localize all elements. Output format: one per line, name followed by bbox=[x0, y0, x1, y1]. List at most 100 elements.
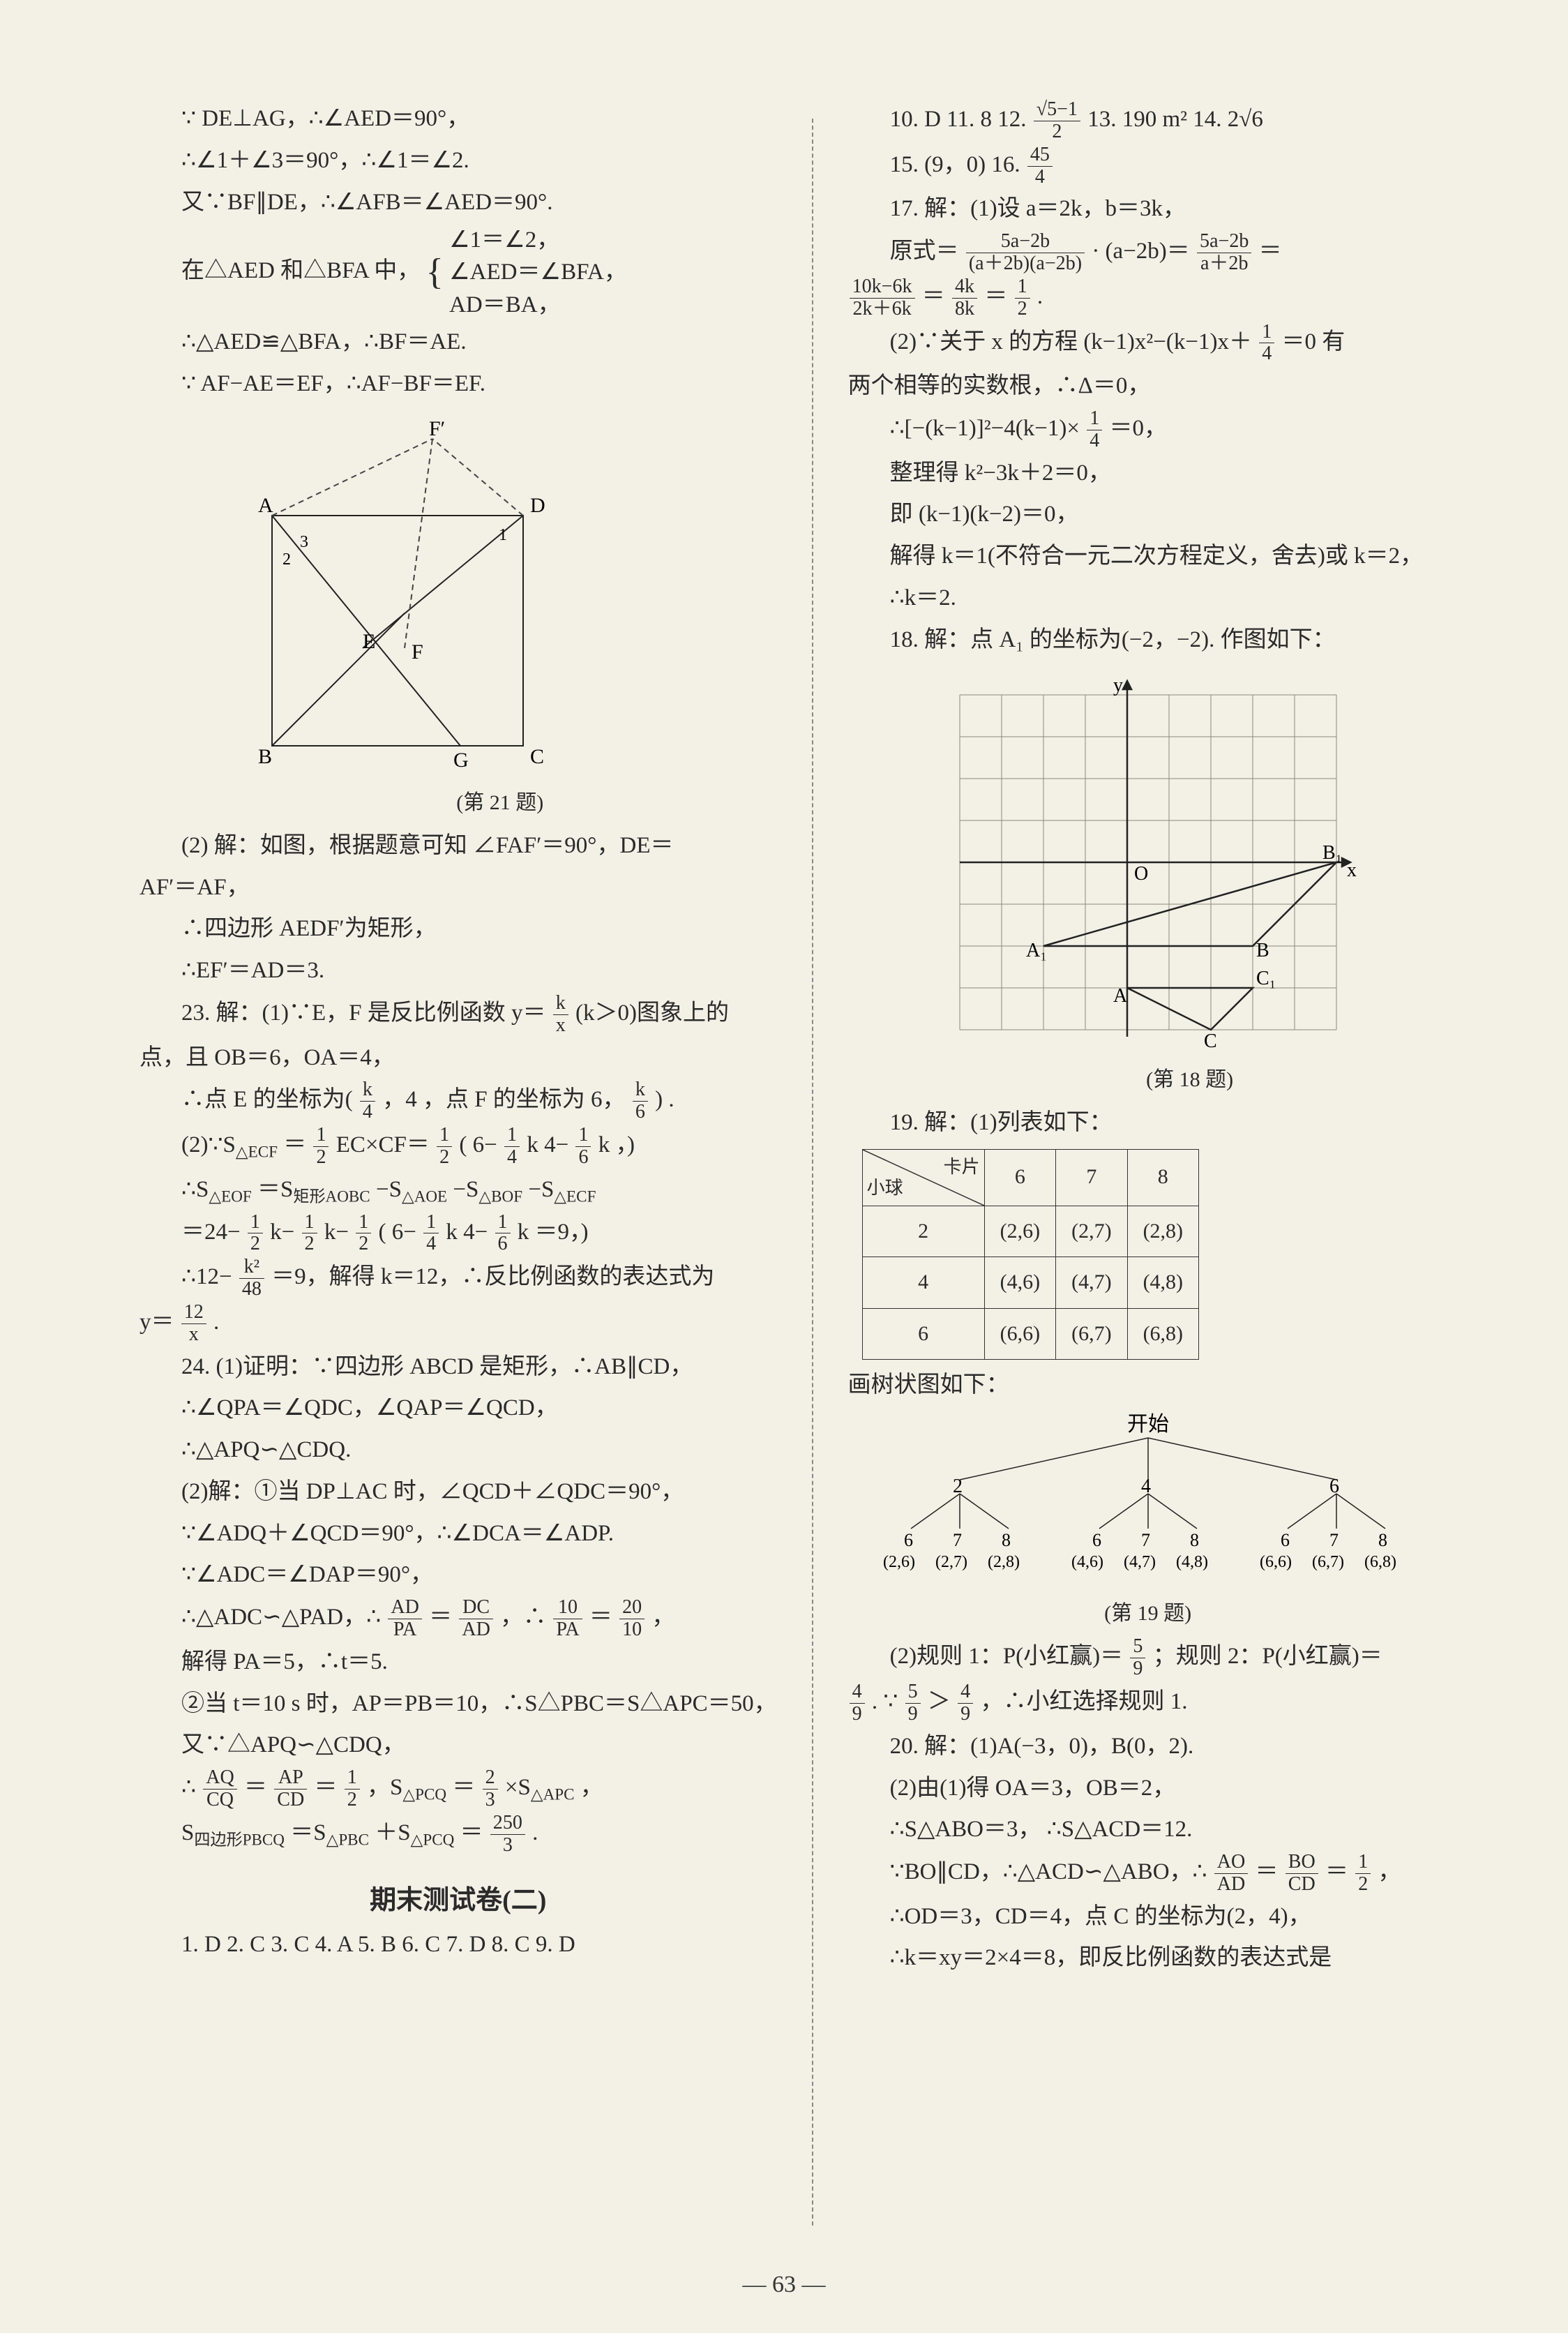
text-line: ∴k＝xy＝2×4＝8，即反比例函数的表达式是 bbox=[848, 1938, 1448, 1979]
text-line: (2)解：①当 DP⊥AC 时，∠QCD＋∠QDC＝90°， bbox=[140, 1472, 777, 1513]
text-line: y＝ 12x . bbox=[140, 1302, 777, 1346]
text-line: ∴∠QPA＝∠QDC，∠QAP＝∠QCD， bbox=[140, 1388, 777, 1429]
svg-text:B₁: B₁ bbox=[1322, 842, 1342, 864]
svg-text:6: 6 bbox=[1092, 1530, 1101, 1550]
svg-text:C: C bbox=[1204, 1030, 1217, 1052]
text-line: 画树状图如下： bbox=[848, 1365, 1448, 1406]
text-line: 17. 解：(1)设 a＝2k，b＝3k， bbox=[848, 189, 1448, 230]
text-line: ＝24− 12 k− 12 k− 12 ( 6− 14 k 4− 16 k ＝9… bbox=[140, 1212, 777, 1256]
text-line: 23. 解：(1)∵E，F 是反比例函数 y＝ kx (k＞0)图象上的 bbox=[140, 993, 777, 1037]
svg-text:y: y bbox=[1113, 675, 1123, 696]
svg-text:F′: F′ bbox=[429, 418, 445, 440]
text-line: ∴∠1＋∠3＝90°，∴∠1＝∠2. bbox=[140, 141, 777, 181]
text-line: 又∵BF∥DE，∴∠AFB＝∠AED＝90°. bbox=[140, 183, 777, 223]
text-line: (2)由(1)得 OA＝3，OB＝2， bbox=[848, 1769, 1448, 1809]
text-line: 在△AED 和△BFA 中， { ∠1＝∠2， ∠AED＝∠BFA， AD＝BA… bbox=[140, 224, 777, 321]
figure-caption: (第 19 题) bbox=[848, 1596, 1448, 1633]
text-line: ∵∠ADC＝∠DAP＝90°， bbox=[140, 1555, 777, 1596]
text-line: 19. 解：(1)列表如下： bbox=[848, 1103, 1448, 1143]
text-line: ∴k＝2. bbox=[848, 578, 1448, 619]
text-line: ∴S△ABO＝3， ∴S△ACD＝12. bbox=[848, 1810, 1448, 1850]
text-line: (2)规则 1：P(小红赢)＝ 59 ；规则 2：P(小红赢)＝ bbox=[848, 1636, 1448, 1680]
svg-text:2: 2 bbox=[282, 550, 291, 569]
figure-19-tree: 开始 2 4 6 6 7 8 6 7 8 6 7 8 (2,6) bbox=[848, 1410, 1448, 1633]
probability-table: 卡片 小球 6 7 8 2(2,6)(2,7)(2,8) 4(4,6)(4,7)… bbox=[862, 1149, 1199, 1360]
text-line: AF′＝AF， bbox=[140, 868, 777, 908]
text-line: ∵∠ADQ＋∠QCD＝90°，∴∠DCA＝∠ADP. bbox=[140, 1514, 777, 1554]
text-line: 10k−6k2k＋6k ＝ 4k8k ＝ 12 . bbox=[848, 276, 1448, 320]
column-divider bbox=[812, 119, 813, 2226]
text-line: ∴点 E 的坐标为( k4 ，4 ，点 F 的坐标为 6， k6 ) . bbox=[140, 1079, 777, 1123]
text-line: (2)∵S△ECF ＝ 12 EC×CF＝ 12 ( 6− 14 k 4− 16… bbox=[140, 1125, 777, 1169]
svg-text:E: E bbox=[363, 630, 375, 653]
text-line: 解得 k＝1(不符合一元二次方程定义，舍去)或 k＝2， bbox=[848, 537, 1448, 577]
text-line: ∵BO∥CD，∴△ACD∽△ABO，∴ AOAD ＝ BOCD ＝ 12 ， bbox=[848, 1852, 1448, 1896]
text-line: 15. (9，0) 16. 454 bbox=[848, 144, 1448, 188]
left-column: ∵ DE⊥AG，∴∠AED＝90°， ∴∠1＋∠3＝90°，∴∠1＝∠2. 又∵… bbox=[140, 98, 777, 2263]
text-line: ②当 t＝10 s 时，AP＝PB＝10，∴S△PBC＝S△APC＝50， bbox=[140, 1684, 777, 1725]
text-line: ∴ AQCQ ＝ APCD ＝ 12 ，S△PCQ ＝ 23 ×S△APC ， bbox=[140, 1767, 777, 1811]
figure-21: A D B C G F′ E F 1 2 3 (第 21 题) bbox=[223, 418, 777, 822]
text-line: 20. 解：(1)A(−3，0)，B(0，2). bbox=[848, 1727, 1448, 1767]
text-line: ∵ DE⊥AG，∴∠AED＝90°， bbox=[140, 99, 777, 140]
svg-text:x: x bbox=[1347, 860, 1357, 881]
text-line: 18. 解：点 A₁ 的坐标为(−2，−2). 作图如下： bbox=[848, 620, 1448, 661]
svg-text:8: 8 bbox=[1002, 1530, 1011, 1550]
text-line: S四边形PBCQ ＝S△PBC ＋S△PCQ ＝ 2503 . bbox=[140, 1813, 777, 1856]
text-line: ∴四边形 AEDF′为矩形， bbox=[140, 909, 777, 950]
text-line: ∴12− k²48 ＝9，解得 k＝12，∴反比例函数的表达式为 bbox=[140, 1256, 777, 1300]
svg-text:(4,6): (4,6) bbox=[1071, 1553, 1103, 1571]
text-line: 49 . ∵ 59 ＞ 49 ，∴小红选择规则 1. bbox=[848, 1681, 1448, 1725]
text-line: ∴S△EOF ＝S矩形AOBC −S△AOE −S△BOF −S△ECF bbox=[140, 1170, 777, 1210]
text-line: 点，且 OB＝6，OA＝4， bbox=[140, 1038, 777, 1079]
svg-text:D: D bbox=[530, 494, 545, 517]
svg-text:C₁: C₁ bbox=[1256, 968, 1276, 989]
text-line: 原式＝ 5a−2b(a＋2b)(a−2b) · (a−2b)＝ 5a−2ba＋2… bbox=[848, 231, 1448, 275]
svg-text:7: 7 bbox=[1329, 1530, 1339, 1550]
svg-text:(2,6): (2,6) bbox=[883, 1553, 915, 1571]
svg-text:3: 3 bbox=[300, 533, 308, 551]
svg-text:2: 2 bbox=[953, 1476, 963, 1497]
svg-text:A: A bbox=[1113, 985, 1128, 1007]
figure-18: O x y A₁ B₁ B A C C₁ (第 18 题) bbox=[932, 667, 1448, 1099]
text-line: ∴△ADC∽△PAD，∴ ADPA ＝ DCAD ，∴ 10PA ＝ 2010 … bbox=[140, 1597, 777, 1641]
svg-text:(2,8): (2,8) bbox=[988, 1553, 1020, 1571]
svg-text:C: C bbox=[530, 745, 544, 768]
text-line: 两个相等的实数根，∴Δ＝0， bbox=[848, 366, 1448, 407]
svg-text:7: 7 bbox=[953, 1530, 962, 1550]
svg-text:6: 6 bbox=[1329, 1476, 1339, 1497]
svg-text:6: 6 bbox=[1281, 1530, 1290, 1550]
svg-text:F: F bbox=[412, 640, 423, 663]
svg-text:B: B bbox=[258, 745, 272, 768]
svg-text:(4,7): (4,7) bbox=[1124, 1553, 1156, 1571]
svg-text:G: G bbox=[453, 749, 469, 772]
svg-text:8: 8 bbox=[1378, 1530, 1387, 1550]
page: ∵ DE⊥AG，∴∠AED＝90°， ∴∠1＋∠3＝90°，∴∠1＝∠2. 又∵… bbox=[0, 0, 1568, 2333]
svg-text:7: 7 bbox=[1141, 1530, 1150, 1550]
text-line: ∴[−(k−1)]²−4(k−1)× 14 ＝0， bbox=[848, 408, 1448, 452]
svg-text:(2,7): (2,7) bbox=[935, 1553, 967, 1571]
text-line: (2) 解：如图，根据题意可知 ∠FAF′＝90°，DE＝ bbox=[140, 826, 777, 867]
text-line: 解得 PA＝5，∴t＝5. bbox=[140, 1642, 777, 1683]
text-line: ∴△APQ∽△CDQ. bbox=[140, 1430, 777, 1471]
svg-text:O: O bbox=[1134, 863, 1148, 885]
text-line: ∴△AED≌△BFA，∴BF＝AE. bbox=[140, 322, 777, 363]
figure-caption: (第 18 题) bbox=[932, 1062, 1448, 1099]
svg-text:1: 1 bbox=[499, 526, 507, 544]
text-line: ∴OD＝3，CD＝4，点 C 的坐标为(2，4)， bbox=[848, 1897, 1448, 1937]
text-line: ∵ AF−AE＝EF，∴AF−BF＝EF. bbox=[140, 364, 777, 405]
right-column: 10. D 11. 8 12. √5−12 13. 190 m² 14. 2√6… bbox=[848, 98, 1448, 2263]
text-line: 24. (1)证明：∵四边形 ABCD 是矩形，∴AB∥CD， bbox=[140, 1347, 777, 1388]
svg-text:4: 4 bbox=[1141, 1476, 1151, 1497]
svg-text:A₁: A₁ bbox=[1026, 940, 1047, 961]
svg-text:(6,7): (6,7) bbox=[1312, 1553, 1344, 1571]
svg-text:A: A bbox=[258, 494, 273, 517]
text-line: 整理得 k²−3k＋2＝0， bbox=[848, 453, 1448, 494]
answer-line: 1. D 2. C 3. C 4. A 5. B 6. C 7. D 8. C … bbox=[140, 1925, 777, 1965]
text-line: 10. D 11. 8 12. √5−12 13. 190 m² 14. 2√6 bbox=[848, 99, 1448, 143]
page-number: — 63 — bbox=[0, 2272, 1568, 2298]
figure-caption: (第 21 题) bbox=[223, 785, 777, 822]
text-line: (2)∵关于 x 的方程 (k−1)x²−(k−1)x＋ 14 ＝0 有 bbox=[848, 322, 1448, 366]
svg-text:(4,8): (4,8) bbox=[1176, 1553, 1208, 1571]
text-line: 又∵△APQ∽△CDQ， bbox=[140, 1725, 777, 1766]
